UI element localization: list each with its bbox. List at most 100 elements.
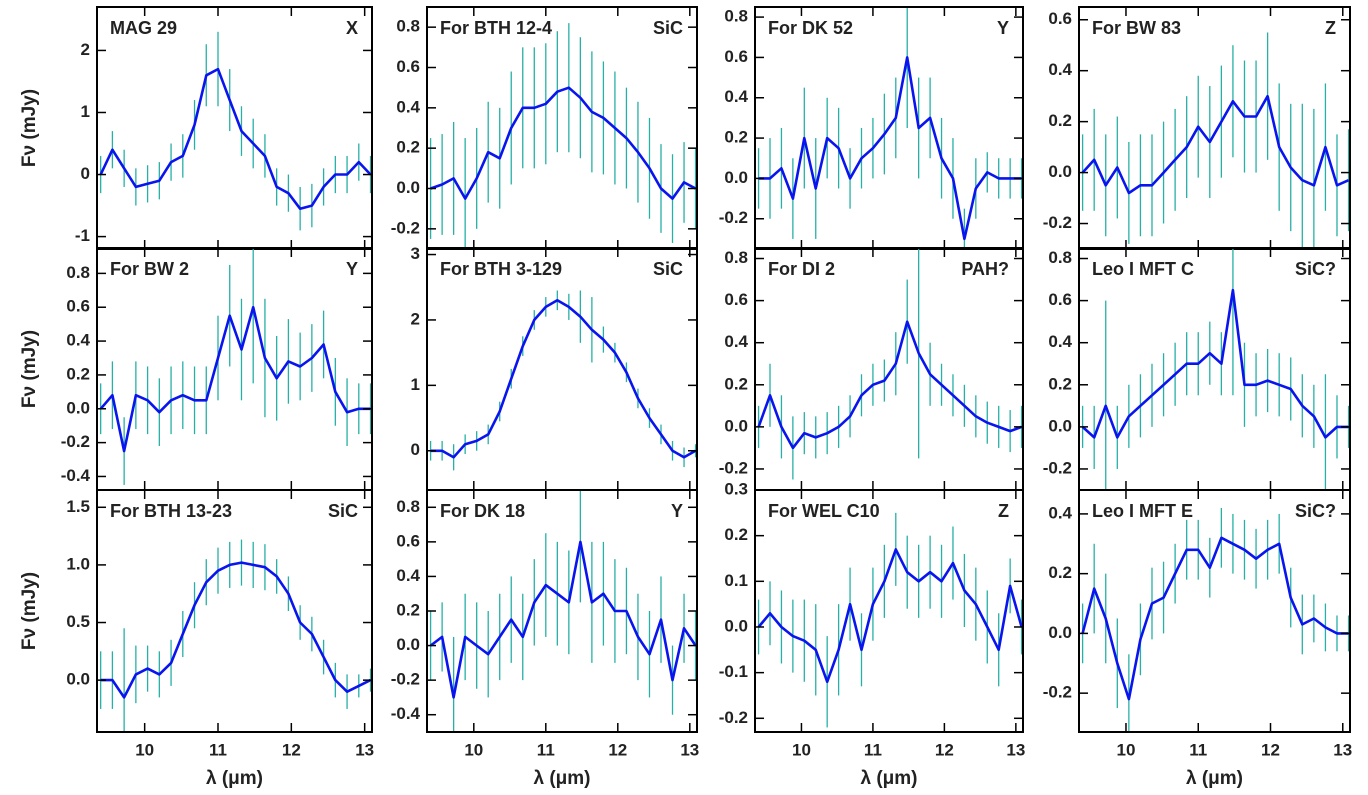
x-tick-label: 12	[1261, 740, 1280, 759]
panel-title: Leo I MFT C	[1092, 259, 1194, 279]
spectrum-line	[430, 299, 697, 459]
plot-area	[1081, 32, 1350, 249]
y-tick-label: 0.4	[1048, 332, 1072, 351]
panel-class: Z	[1325, 18, 1336, 38]
panel-title: For DI 2	[768, 259, 835, 279]
panel-title: For BTH 3-129	[440, 259, 562, 279]
panel: -1 0 1 2 MAG 29 X Fν (mJy)	[19, 6, 373, 250]
spectrum-line	[1081, 536, 1349, 701]
panel-class: X	[346, 18, 358, 38]
spectrum-line	[429, 540, 697, 699]
panel: 0 1 2 3 For BTH 3-129 SiC	[411, 244, 698, 491]
panel-title: For BW 83	[1092, 18, 1181, 38]
y-tick-label: 0.8	[396, 17, 420, 36]
x-axis-label: λ (μm)	[1186, 768, 1243, 789]
x-tick-label: 10	[464, 740, 483, 759]
x-tick-label: 13	[355, 740, 374, 759]
x-tick-label: 11	[537, 740, 555, 759]
y-tick-label: 0.2	[1048, 563, 1072, 582]
panel: -0.4 -0.2 0.0 0.2 0.4 0.6 0.8 For BW 2 Y Fν (mJy)	[19, 247, 373, 491]
y-tick-label: 0.6	[396, 57, 420, 76]
plot-area	[99, 248, 372, 485]
y-tick-label: 0.5	[66, 612, 90, 631]
panel-class: PAH?	[961, 259, 1009, 279]
plot-area	[757, 7, 1023, 249]
panel-title: For BTH 12-4	[440, 18, 552, 38]
plot-area	[429, 490, 697, 732]
plot-area	[100, 539, 372, 732]
panel: -0.2 0.0 0.2 0.4 10 11 12 13 Leo I MFT E SiC? λ (μ…	[1043, 489, 1352, 789]
panel-class: Z	[998, 501, 1009, 521]
spectrum-line	[100, 561, 372, 699]
spectrum-line	[99, 305, 371, 453]
panel-frame	[426, 6, 698, 250]
plot-area	[757, 248, 1023, 480]
y-tick-label: 0.6	[1048, 9, 1072, 28]
y-tick-label: 0.2	[1048, 111, 1072, 130]
panel-class: SiC	[653, 259, 683, 279]
y-tick-label: -0.2	[719, 458, 748, 477]
y-tick-label: 0.2	[724, 374, 748, 393]
y-tick-label: 0.1	[724, 571, 748, 590]
y-tick-label: 0.0	[396, 178, 420, 197]
x-axis-label: λ (μm)	[533, 768, 590, 789]
panel: -0.2 0.0 0.2 0.4 0.6 0.8 For DI 2 PAH?	[719, 247, 1024, 491]
x-tick-label: 10	[135, 740, 154, 759]
y-tick-label: 0.0	[724, 168, 748, 187]
y-tick-label: -0.2	[391, 218, 420, 237]
y-tick-label: 0.2	[724, 525, 748, 544]
y-tick-label: 0.6	[66, 297, 90, 316]
y-tick-label: 0.6	[724, 290, 748, 309]
y-tick-label: 0.0	[396, 635, 420, 654]
x-tick-label: 10	[1117, 740, 1136, 759]
y-tick-label: 0.8	[724, 248, 748, 267]
x-tick-label: 12	[935, 740, 954, 759]
y-tick-label: 0.3	[724, 479, 748, 498]
y-tick-label: 0.6	[396, 531, 420, 550]
y-tick-label: -1	[75, 226, 90, 245]
y-tick-label: -0.4	[391, 704, 421, 723]
panel-class: Y	[997, 18, 1009, 38]
panel-class: SiC?	[1295, 501, 1336, 521]
y-tick-label: 0.8	[724, 7, 748, 26]
y-tick-label: 0.8	[1048, 248, 1072, 267]
spectrum-line	[758, 56, 1022, 241]
y-tick-label: 0.0	[724, 616, 748, 635]
plot-area	[99, 31, 372, 231]
y-tick-label: 2	[81, 40, 90, 59]
panel-class: SiC?	[1295, 259, 1336, 279]
x-tick-label: 10	[792, 740, 811, 759]
y-tick-label: 0.0	[1048, 623, 1072, 642]
y-tick-label: 0.4	[1048, 503, 1072, 522]
panel-frame	[426, 489, 698, 733]
plot-area	[1081, 248, 1350, 490]
panel-frame	[96, 6, 373, 250]
spectrum-line	[757, 548, 1023, 684]
panel: -0.2 0.0 0.2 0.4 0.6 For BW 83 Z	[1043, 6, 1351, 250]
x-tick-label: 13	[680, 740, 699, 759]
panel: -0.2 -0.1 0.0 0.1 0.2 0.3 10 11 12 13 For WEL C10 Z…	[719, 479, 1026, 789]
panel-frame	[754, 247, 1024, 491]
y-tick-label: 1	[411, 375, 420, 394]
y-tick-label: 0.2	[1048, 374, 1072, 393]
y-tick-label: 0.4	[396, 566, 420, 585]
y-tick-label: 1	[81, 102, 90, 121]
x-tick-label: 12	[608, 740, 627, 759]
y-tick-label: 0.4	[724, 87, 748, 106]
panel: -0.2 0.0 0.2 0.4 0.6 0.8 For DK 52 Y	[719, 6, 1024, 250]
y-tick-label: 0.2	[396, 138, 420, 157]
y-tick-label: 0.0	[66, 398, 90, 417]
panel-frame	[754, 489, 1024, 733]
y-tick-label: 0.2	[724, 128, 748, 147]
y-tick-label: 0.8	[66, 263, 90, 282]
plot-area	[757, 512, 1023, 728]
panel-class: Y	[671, 501, 683, 521]
y-tick-label: 2	[411, 309, 420, 328]
y-tick-label: 0.4	[724, 332, 748, 351]
panel: -0.2 0.0 0.2 0.4 0.6 0.8 Leo I MFT C SiC?	[1043, 247, 1351, 491]
y-tick-label: -0.2	[719, 708, 748, 727]
y-tick-label: 0.2	[66, 364, 90, 383]
plot-area	[1081, 507, 1350, 732]
